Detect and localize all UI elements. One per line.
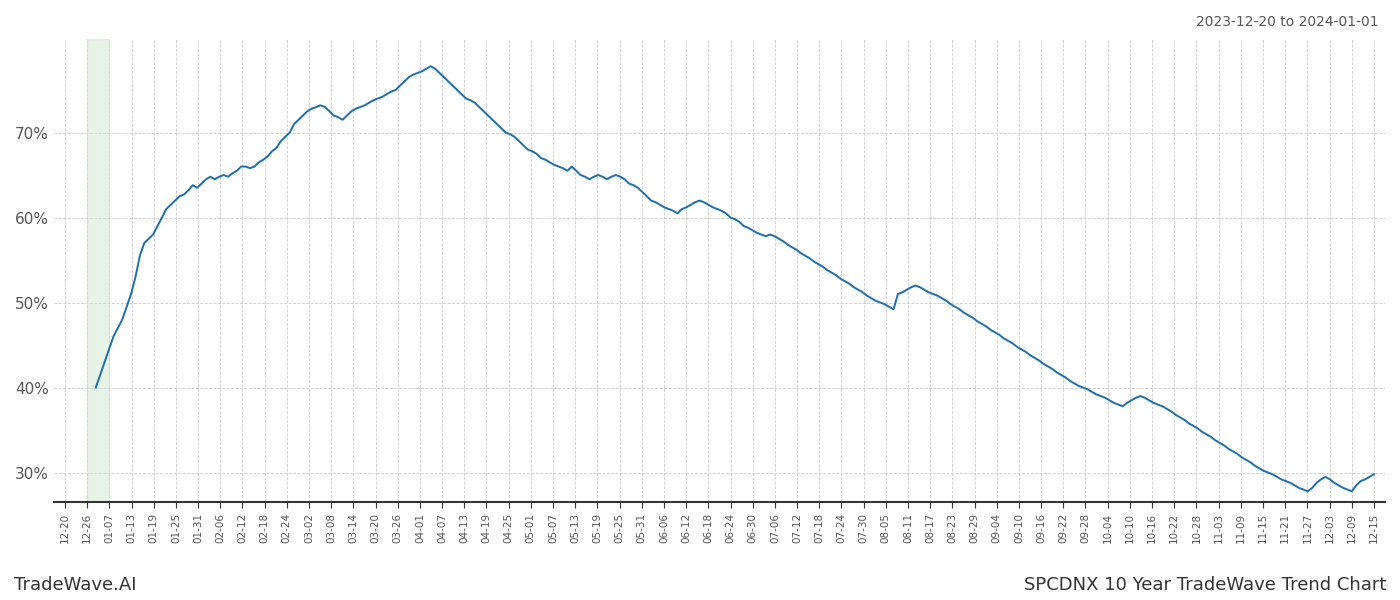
Text: SPCDNX 10 Year TradeWave Trend Chart: SPCDNX 10 Year TradeWave Trend Chart [1023,576,1386,594]
Text: 2023-12-20 to 2024-01-01: 2023-12-20 to 2024-01-01 [1197,15,1379,29]
Bar [87,39,109,502]
Text: TradeWave.AI: TradeWave.AI [14,576,137,594]
